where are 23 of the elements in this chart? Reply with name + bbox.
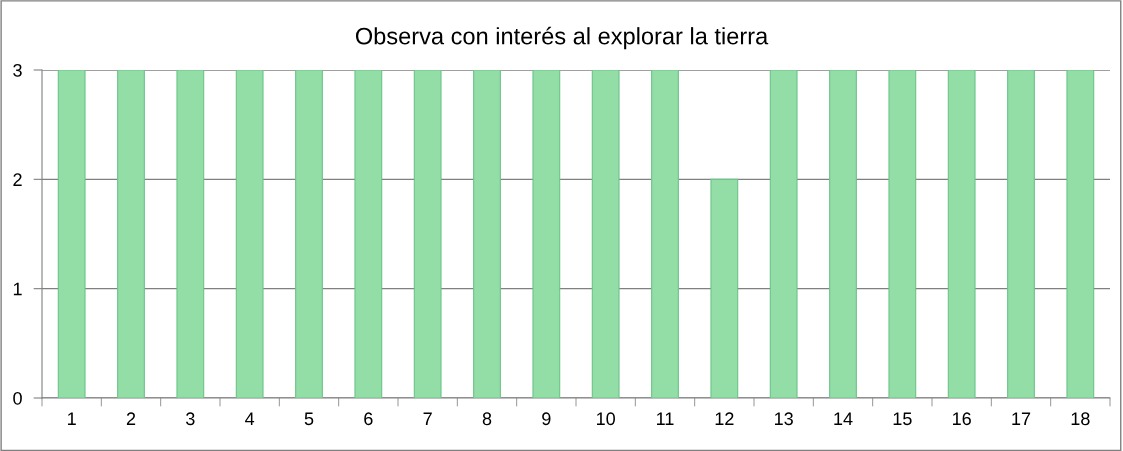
y-tick-label: 2: [13, 173, 22, 186]
x-tick-label: 17: [1012, 412, 1031, 425]
x-tick-label: 3: [186, 412, 195, 426]
x-tick-label: 16: [953, 412, 971, 426]
y-tick-label: 1: [13, 282, 22, 296]
y-tick-label: 0: [13, 391, 22, 405]
x-tick-label: 8: [482, 412, 492, 426]
x-tick-label: 15: [893, 412, 912, 426]
y-tick-label: 3: [13, 63, 22, 77]
x-tick-label: 10: [597, 412, 615, 426]
x-tick-label: 18: [1071, 412, 1090, 426]
x-tick-label: 14: [834, 412, 853, 425]
x-tick-label: 9: [542, 412, 551, 426]
x-tick-label: 1: [68, 412, 76, 425]
x-tick-label: 13: [775, 412, 793, 426]
chart-title: Observa con interés al explorar la tierra: [355, 26, 769, 50]
x-tick-label: 4: [245, 412, 255, 425]
x-tick-label: 7: [423, 412, 432, 425]
x-tick-label: 6: [364, 412, 373, 426]
x-tick-label: 12: [715, 412, 734, 425]
x-tick-label: 2: [126, 412, 136, 425]
x-tick-label: 11: [657, 412, 674, 425]
x-tick-label: 5: [304, 412, 314, 426]
